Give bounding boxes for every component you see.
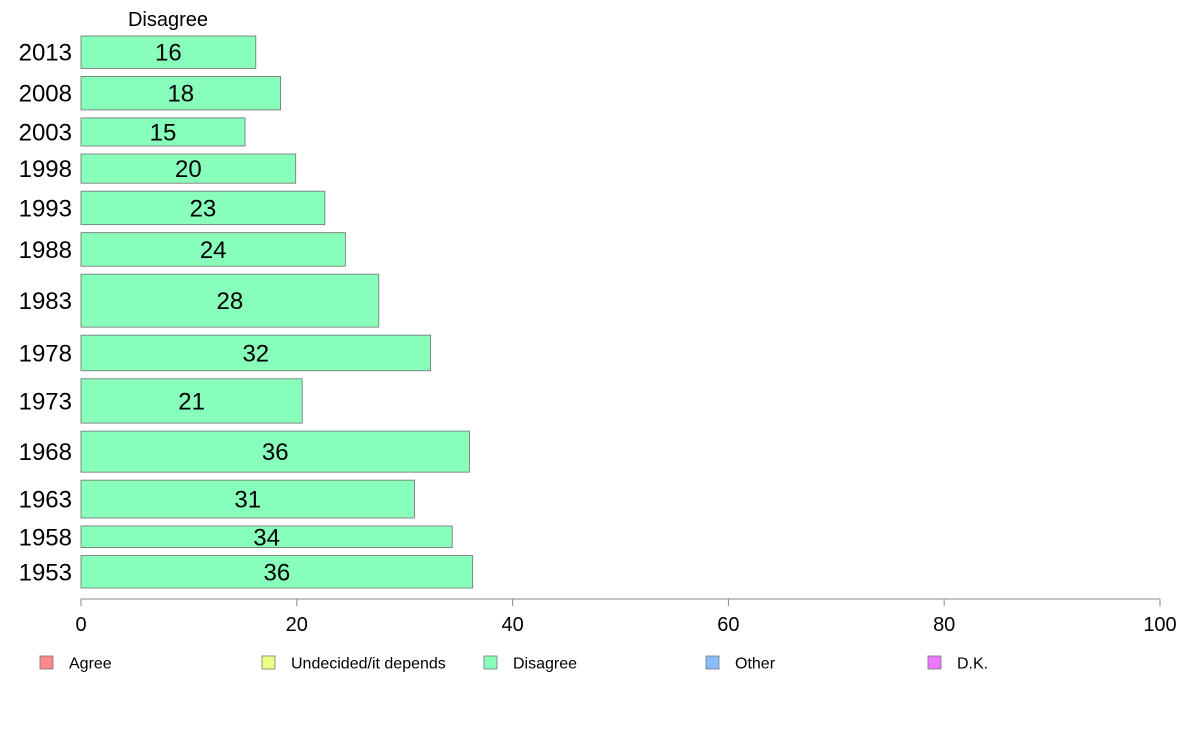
legend-swatch [483, 655, 498, 670]
bar-value-label: 23 [190, 195, 217, 222]
bar-value-label: 34 [253, 524, 280, 551]
category-label: 1953 [19, 559, 72, 586]
bar-value-label: 21 [178, 388, 205, 415]
category-label: 1993 [19, 195, 72, 222]
bar-value-label: 31 [234, 487, 261, 514]
bar-value-label: 32 [242, 340, 269, 367]
category-label: 1963 [19, 487, 72, 514]
bar-1993 [80, 190, 326, 226]
category-label: 1958 [19, 524, 72, 551]
x-tick-label: 0 [75, 614, 86, 636]
bar-2003 [80, 117, 246, 147]
bar-2008 [80, 76, 282, 111]
category-label: 2013 [19, 40, 72, 67]
bar-1968 [80, 430, 470, 473]
bar-1953 [80, 555, 474, 589]
bar-value-label: 36 [263, 559, 290, 586]
x-axis: 0 20 40 60 80 100 [75, 598, 1177, 636]
bars-group: 16 2013 18 2008 15 2003 20 1998 23 1993 24 1988 28 19… [19, 35, 474, 589]
bar-1958 [80, 525, 453, 548]
x-tick-label: 80 [933, 614, 955, 636]
bar-value-label: 20 [175, 156, 202, 183]
legend-label: Agree [69, 656, 112, 673]
bar-1978 [80, 334, 431, 372]
x-tick-label: 40 [501, 614, 523, 636]
bar-value-label: 16 [155, 40, 182, 67]
bar-1963 [80, 479, 415, 519]
legend-label: Other [735, 656, 776, 673]
legend-label: Undecided/it depends [291, 656, 446, 673]
category-label: 1998 [19, 156, 72, 183]
category-label: 1978 [19, 340, 72, 367]
category-label: 1983 [19, 288, 72, 315]
bar-value-label: 24 [200, 237, 227, 264]
legend-swatch [261, 655, 276, 670]
bar-value-label: 36 [262, 439, 289, 466]
bar-value-label: 28 [217, 288, 244, 315]
x-tick-label: 60 [717, 614, 739, 636]
legend: Agree Undecided/it depends Disagree Other D.… [39, 655, 988, 673]
bar-value-label: 15 [150, 119, 177, 146]
category-label: 1968 [19, 439, 72, 466]
bar-1998 [80, 153, 297, 184]
category-label: 2008 [19, 81, 72, 108]
category-label: 2003 [19, 119, 72, 146]
x-tick-label: 20 [286, 614, 308, 636]
legend-swatch [927, 655, 942, 670]
x-tick-label: 100 [1143, 614, 1176, 636]
legend-label: D.K. [957, 656, 988, 673]
legend-swatch [39, 655, 54, 670]
legend-label: Disagree [513, 656, 577, 673]
bar-1983 [80, 273, 380, 328]
category-label: 1973 [19, 388, 72, 415]
bar-1973 [80, 378, 303, 424]
bar-2013 [80, 35, 257, 69]
panel-title: Disagree [128, 9, 208, 31]
legend-swatch [705, 655, 720, 670]
category-label: 1988 [19, 237, 72, 264]
bar-1988 [80, 232, 346, 267]
bar-value-label: 18 [167, 81, 194, 108]
